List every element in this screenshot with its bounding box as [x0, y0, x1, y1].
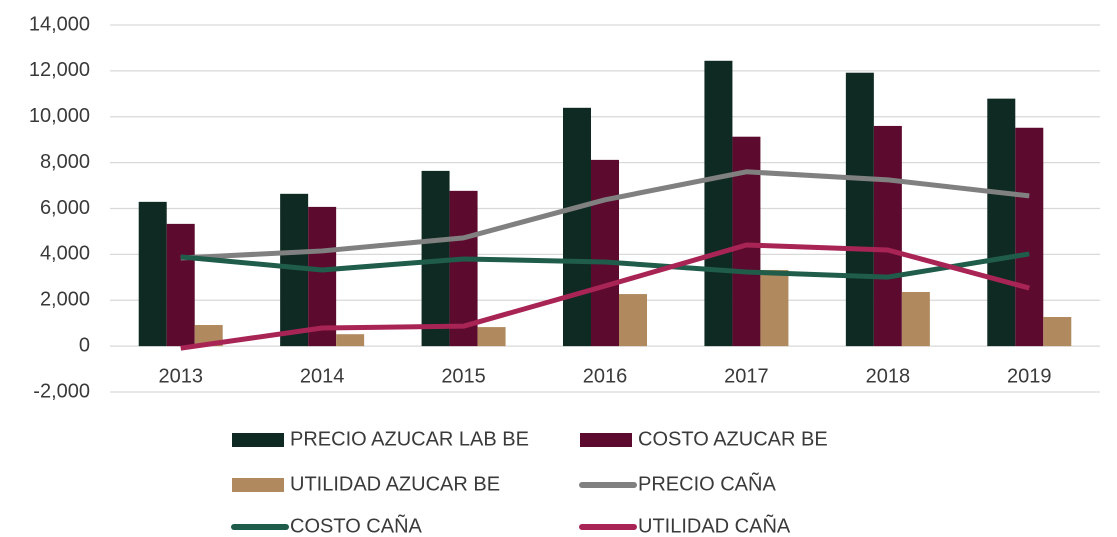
y-tick-label: 8,000 [40, 151, 90, 173]
bar [336, 334, 365, 347]
x-tick-label: 2013 [158, 365, 203, 387]
y-tick-label: 4,000 [40, 243, 90, 265]
legend-label: UTILIDAD AZUCAR BE [290, 473, 500, 495]
y-tick-label: 0 [79, 334, 90, 356]
line [180, 169, 1030, 261]
legend-label: PRECIO AZUCAR LAB BE [290, 428, 529, 450]
x-tick-label: 2014 [300, 365, 345, 387]
line [180, 242, 1030, 351]
y-tick-label: 6,000 [40, 197, 90, 219]
bar [987, 98, 1016, 347]
y-tick-label: -2,000 [33, 380, 90, 402]
bar [619, 294, 647, 347]
bar [873, 125, 902, 347]
x-tick-label: 2015 [441, 365, 486, 387]
bar [901, 291, 930, 347]
x-tick-label: 2016 [583, 365, 628, 387]
y-tick-label: 12,000 [29, 59, 90, 81]
y-tick-label: 2,000 [40, 289, 90, 311]
bar [704, 60, 733, 347]
bar [166, 223, 195, 347]
legend-label: COSTO CAÑA [290, 513, 423, 537]
legend-label: PRECIO CAÑA [638, 471, 776, 495]
bar [477, 327, 506, 347]
bar [563, 107, 591, 347]
bar [591, 159, 619, 347]
bar [845, 72, 874, 347]
bar [1015, 127, 1044, 347]
x-tick-label: 2017 [724, 365, 769, 387]
legend-label: COSTO AZUCAR BE [638, 428, 828, 450]
legend-swatch [580, 433, 632, 447]
bar [1043, 316, 1072, 347]
bar [308, 206, 337, 347]
x-tick-label: 2019 [1007, 365, 1052, 387]
legend-swatch [232, 433, 284, 447]
bar [760, 269, 789, 347]
bar [138, 201, 167, 347]
legend-label: UTILIDAD CAÑA [638, 513, 791, 537]
line [180, 251, 1030, 280]
x-tick-label: 2018 [866, 365, 911, 387]
bar [449, 190, 478, 347]
legend-swatch [232, 478, 284, 492]
y-tick-label: 10,000 [29, 105, 90, 127]
y-tick-label: 14,000 [29, 13, 90, 35]
bar [732, 136, 761, 347]
